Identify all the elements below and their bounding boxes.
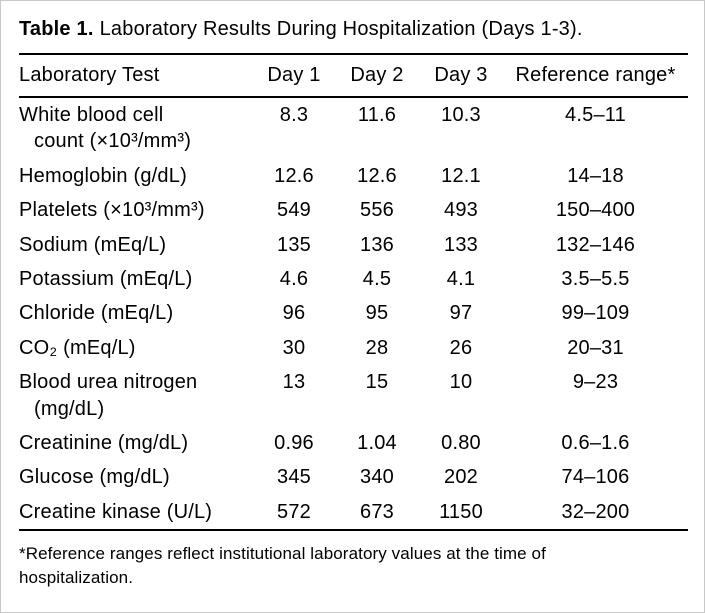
day2-value: 15 bbox=[365, 371, 389, 394]
day2-value: 556 bbox=[360, 199, 394, 222]
day2-value: 28 bbox=[365, 336, 389, 359]
table-label: Table 1. bbox=[19, 18, 94, 40]
table-caption: Table 1. Laboratory Results During Hospit… bbox=[19, 15, 688, 43]
day3-value: 1150 bbox=[439, 500, 483, 523]
table-row: Potassium (mEq/L) 4.6 4.5 4.1 3.5–5.5 bbox=[19, 262, 688, 296]
day3-value: 4.1 bbox=[446, 267, 476, 290]
table-row: Glucose (mg/dL) 345 340 202 74–106 bbox=[19, 460, 688, 494]
day2-value: 673 bbox=[360, 500, 394, 523]
day1-value: 345 bbox=[277, 466, 311, 489]
day2-value: 95 bbox=[365, 302, 389, 325]
day3-value: 202 bbox=[444, 466, 478, 489]
table-title: Laboratory Results During Hospitalizatio… bbox=[99, 18, 583, 40]
table-row: Creatine kinase (U/L) 572 673 1150 32–20… bbox=[19, 495, 688, 530]
day2-value: 136 bbox=[360, 233, 394, 256]
day1-value: 4.6 bbox=[279, 267, 309, 290]
day1-value: 549 bbox=[277, 199, 311, 222]
reference-range-value: 132–146 bbox=[555, 233, 636, 256]
column-header-laboratory-test: Laboratory Test bbox=[19, 54, 253, 98]
test-name: Creatinine (mg/dL) bbox=[19, 431, 189, 454]
reference-range-value: 9–23 bbox=[572, 371, 619, 394]
test-name: CO₂ (mEq/L) bbox=[19, 336, 136, 359]
day3-value: 133 bbox=[444, 233, 478, 256]
reference-range-value: 99–109 bbox=[561, 302, 630, 325]
results-table: Laboratory Test Day 1 Day 2 Day 3 Refere… bbox=[19, 53, 688, 532]
table-footnote: *Reference ranges reflect institutional … bbox=[19, 544, 546, 587]
day3-value: 97 bbox=[449, 302, 473, 325]
day3-value: 10.3 bbox=[441, 104, 481, 126]
table-row: CO₂ (mEq/L) 30 28 26 20–31 bbox=[19, 331, 688, 365]
table-row: Creatinine (mg/dL) 0.96 1.04 0.80 0.6–1.… bbox=[19, 426, 688, 460]
day2-value: 1.04 bbox=[357, 431, 397, 454]
test-name: Platelets (×10³/mm³) bbox=[19, 199, 205, 222]
table-row: Blood urea nitrogen (mg/dL) 13 15 10 9–23 bbox=[19, 365, 688, 426]
day1-value: 12.6 bbox=[274, 164, 314, 187]
day3-value: 0.80 bbox=[441, 431, 481, 454]
day2-value: 12.6 bbox=[357, 164, 397, 187]
day3-value: 12.1 bbox=[441, 164, 481, 187]
table-row: Hemoglobin (g/dL) 12.6 12.6 12.1 14–18 bbox=[19, 159, 688, 193]
day1-value: 0.96 bbox=[274, 431, 314, 454]
test-name: Potassium (mEq/L) bbox=[19, 267, 193, 290]
reference-range-value: 20–31 bbox=[567, 336, 624, 359]
test-name: Sodium (mEq/L) bbox=[19, 233, 167, 256]
day2-value: 4.5 bbox=[362, 267, 392, 290]
day3-value: 493 bbox=[444, 199, 478, 222]
test-name: White blood cell bbox=[19, 104, 164, 126]
day3-value: 26 bbox=[449, 336, 473, 359]
column-header-day3: Day 3 bbox=[419, 54, 503, 98]
test-name: Hemoglobin (g/dL) bbox=[19, 164, 187, 187]
reference-range-value: 150–400 bbox=[555, 199, 636, 222]
test-name: Creatine kinase (U/L) bbox=[19, 500, 213, 523]
day1-value: 13 bbox=[282, 371, 306, 394]
column-header-reference-range: Reference range* bbox=[503, 54, 688, 98]
column-header-day1: Day 1 bbox=[253, 54, 335, 98]
reference-range-value: 32–200 bbox=[561, 500, 630, 523]
test-name: Glucose (mg/dL) bbox=[19, 466, 170, 489]
day2-value: 11.6 bbox=[357, 104, 397, 126]
table-row: Sodium (mEq/L) 135 136 133 132–146 bbox=[19, 228, 688, 262]
test-name-line2: (mg/dL) bbox=[34, 397, 105, 420]
reference-range-value: 3.5–5.5 bbox=[561, 267, 630, 290]
day1-value: 8.3 bbox=[279, 104, 309, 126]
test-name: Blood urea nitrogen bbox=[19, 371, 198, 394]
table-row: Chloride (mEq/L) 96 95 97 99–109 bbox=[19, 296, 688, 330]
reference-range-value: 0.6–1.6 bbox=[561, 431, 630, 454]
reference-range-value: 74–106 bbox=[561, 466, 630, 489]
test-name: Chloride (mEq/L) bbox=[19, 302, 174, 325]
day1-value: 96 bbox=[282, 302, 306, 325]
day1-value: 30 bbox=[282, 336, 306, 359]
header-row: Laboratory Test Day 1 Day 2 Day 3 Refere… bbox=[19, 54, 688, 98]
reference-range-value: 14–18 bbox=[567, 164, 624, 187]
day2-value: 340 bbox=[360, 466, 394, 489]
column-header-day2: Day 2 bbox=[335, 54, 419, 98]
table-row: Platelets (×10³/mm³) 549 556 493 150–400 bbox=[19, 193, 688, 227]
day3-value: 10 bbox=[449, 371, 473, 394]
day1-value: 572 bbox=[277, 500, 311, 523]
reference-range-value: 4.5–11 bbox=[565, 104, 626, 126]
day1-value: 135 bbox=[277, 233, 311, 256]
test-name-line2: count (×10³/mm³) bbox=[34, 130, 192, 153]
table-row: White blood cell count (×10³/mm³) 8.3 11.… bbox=[19, 97, 688, 159]
